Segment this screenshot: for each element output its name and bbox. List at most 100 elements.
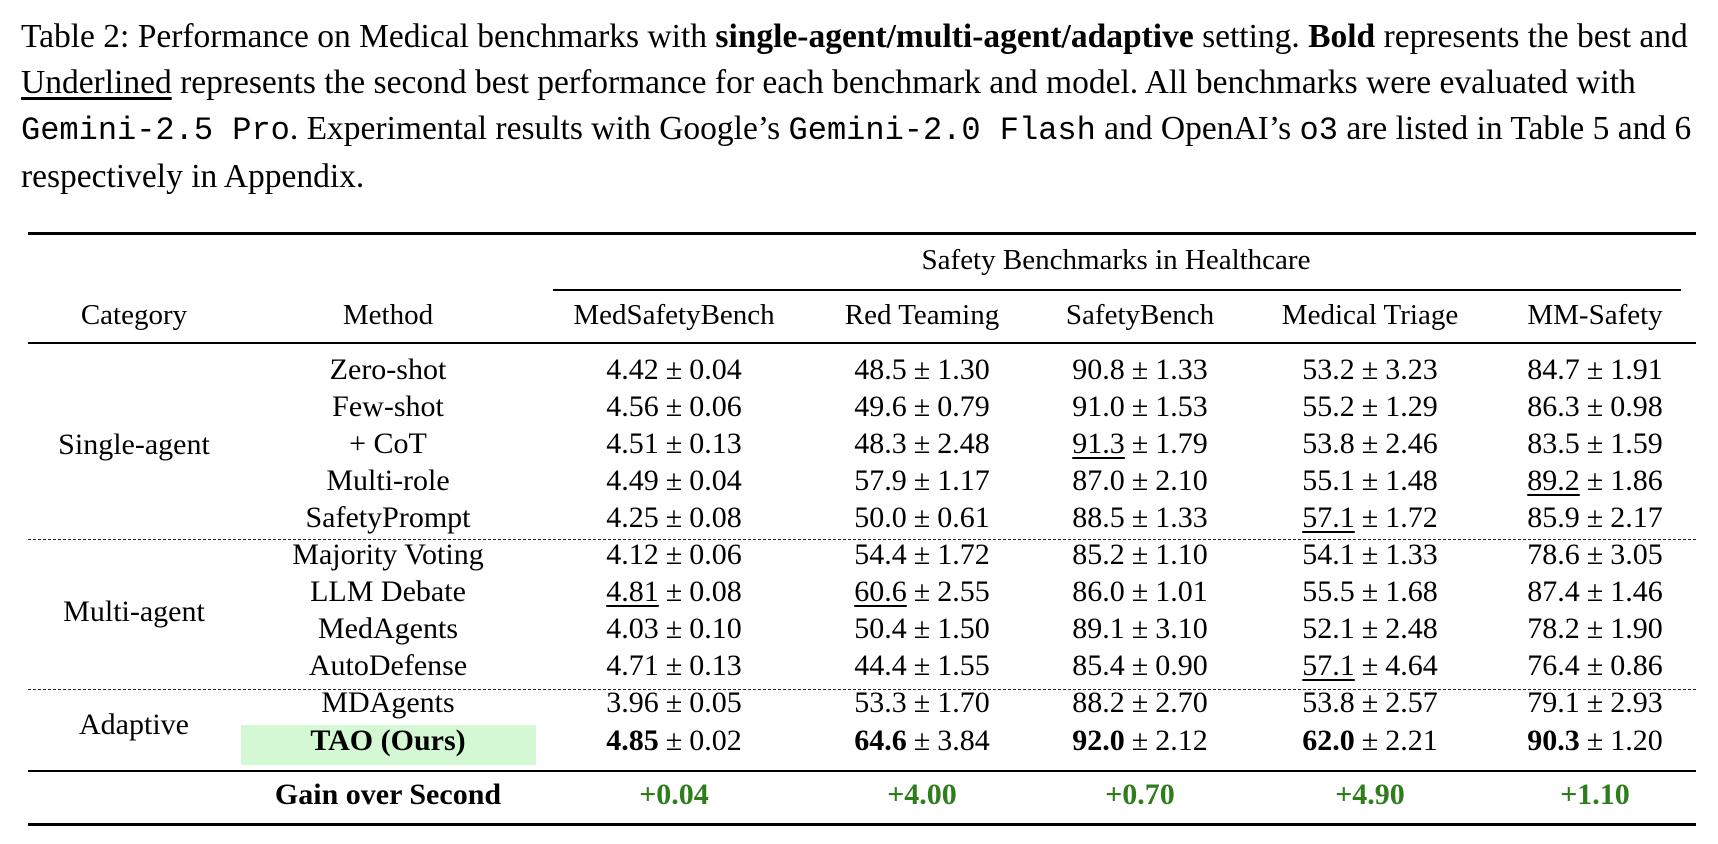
- score-std: 0.04: [689, 353, 742, 386]
- score-std: 1.70: [937, 686, 990, 719]
- score-std: 1.29: [1385, 390, 1438, 423]
- score-mean: 55.1: [1302, 464, 1355, 497]
- plus-minus-sign: ±: [1361, 427, 1379, 460]
- score-mean: 87.4: [1527, 575, 1580, 608]
- score-mean: 84.7: [1527, 353, 1580, 386]
- score-cell: 48.3 ±2.48: [854, 427, 989, 461]
- score-cell: 57.1 ±4.64: [1302, 649, 1437, 683]
- plus-minus-sign: ±: [665, 390, 683, 423]
- score-std: 1.86: [1610, 464, 1663, 497]
- method-name: Zero-shot: [329, 353, 447, 386]
- column-header-safetybench: SafetyBench: [1065, 299, 1215, 331]
- score-mean: 52.1: [1302, 612, 1355, 645]
- plus-minus-sign: ±: [1131, 464, 1149, 497]
- score-std: 1.72: [937, 538, 990, 571]
- method-name: Majority Voting: [292, 538, 484, 571]
- score-cell: 54.4 ±1.72: [854, 538, 989, 572]
- plus-minus-sign: ±: [665, 686, 683, 719]
- score-std: 0.61: [937, 501, 990, 534]
- score-cell: 4.85 ±0.02: [606, 724, 741, 758]
- score-mean: 62.0: [1302, 724, 1355, 757]
- score-std: 2.17: [1610, 501, 1663, 534]
- score-mean: 57.1: [1302, 649, 1355, 682]
- score-std: 3.10: [1155, 612, 1208, 645]
- gain-safetybench: +0.70: [1105, 778, 1175, 811]
- score-cell: 62.0 ±2.21: [1302, 724, 1437, 758]
- plus-minus-sign: ±: [665, 464, 683, 497]
- column-header-red-teaming: Red Teaming: [844, 299, 1000, 331]
- score-std: 0.06: [689, 538, 742, 571]
- score-std: 2.12: [1155, 724, 1208, 757]
- plus-minus-sign: ±: [1586, 538, 1604, 571]
- score-mean: 57.9: [854, 464, 907, 497]
- header-bottom-rule: [28, 342, 1696, 344]
- score-mean: 4.49: [606, 464, 659, 497]
- score-cell: 53.2 ±3.23: [1302, 353, 1437, 387]
- score-mean: 4.12: [606, 538, 659, 571]
- score-mean: 78.6: [1527, 538, 1580, 571]
- score-mean: 91.3: [1072, 427, 1125, 460]
- score-mean: 44.4: [854, 649, 907, 682]
- caption-after-model-main: . Experimental results with Google’s: [289, 110, 789, 147]
- score-std: 3.23: [1385, 353, 1438, 386]
- score-std: 0.13: [689, 427, 742, 460]
- plus-minus-sign: ±: [1361, 649, 1379, 682]
- score-mean: 89.1: [1072, 612, 1125, 645]
- score-mean: 53.3: [854, 686, 907, 719]
- category-adaptive: Adaptive: [79, 708, 189, 741]
- score-cell: 83.5 ±1.59: [1527, 427, 1662, 461]
- score-cell: 4.03 ±0.10: [606, 612, 741, 646]
- score-mean: 79.1: [1527, 686, 1580, 719]
- plus-minus-sign: ±: [1586, 649, 1604, 682]
- caption-after-underlined: represents the second best performance f…: [171, 64, 1636, 101]
- caption-model-main: Gemini-2.5 Pro: [21, 112, 290, 149]
- score-mean: 48.3: [854, 427, 907, 460]
- score-cell: 49.6 ±0.79: [854, 390, 989, 424]
- score-std: 1.33: [1385, 538, 1438, 571]
- plus-minus-sign: ±: [913, 612, 931, 645]
- score-std: 2.21: [1385, 724, 1438, 757]
- score-mean: 90.8: [1072, 353, 1125, 386]
- score-cell: 86.0 ±1.01: [1072, 575, 1207, 609]
- plus-minus-sign: ±: [913, 390, 931, 423]
- plus-minus-sign: ±: [1131, 538, 1149, 571]
- score-mean: 48.5: [854, 353, 907, 386]
- score-mean: 90.3: [1527, 724, 1580, 757]
- plus-minus-sign: ±: [1361, 501, 1379, 534]
- caption-model-flash: Gemini-2.0 Flash: [788, 112, 1096, 149]
- score-mean: 88.5: [1072, 501, 1125, 534]
- method-name: AutoDefense: [308, 649, 468, 682]
- plus-minus-sign: ±: [1131, 612, 1149, 645]
- caption-settings: single-agent/multi-agent/adaptive: [715, 18, 1194, 55]
- score-cell: 54.1 ±1.33: [1302, 538, 1437, 572]
- score-cell: 60.6 ±2.55: [854, 575, 989, 609]
- score-cell: 55.1 ±1.48: [1302, 464, 1437, 498]
- score-std: 1.30: [937, 353, 990, 386]
- plus-minus-sign: ±: [1586, 501, 1604, 534]
- score-cell: 4.12 ±0.06: [606, 538, 741, 572]
- score-mean: 85.2: [1072, 538, 1125, 571]
- score-mean: 92.0: [1072, 724, 1125, 757]
- score-std: 1.17: [937, 464, 990, 497]
- caption-model-o3: o3: [1299, 112, 1338, 149]
- score-std: 3.84: [937, 724, 990, 757]
- score-cell: 50.4 ±1.50: [854, 612, 989, 646]
- method-name: + CoT: [349, 427, 427, 460]
- score-mean: 55.2: [1302, 390, 1355, 423]
- plus-minus-sign: ±: [1131, 649, 1149, 682]
- score-std: 0.90: [1155, 649, 1208, 682]
- plus-minus-sign: ±: [913, 464, 931, 497]
- group-header: Safety Benchmarks in Healthcare: [921, 244, 1311, 276]
- plus-minus-sign: ±: [1131, 724, 1149, 757]
- score-cell: 52.1 ±2.48: [1302, 612, 1437, 646]
- score-mean: 4.81: [606, 575, 659, 608]
- score-cell: 53.8 ±2.57: [1302, 686, 1437, 720]
- plus-minus-sign: ±: [1361, 724, 1379, 757]
- score-cell: 48.5 ±1.30: [854, 353, 989, 387]
- plus-minus-sign: ±: [1586, 464, 1604, 497]
- category-header: Category: [80, 299, 188, 331]
- plus-minus-sign: ±: [1586, 427, 1604, 460]
- score-std: 0.13: [689, 649, 742, 682]
- column-header-medical-triage: Medical Triage: [1281, 299, 1459, 331]
- score-std: 0.05: [689, 686, 742, 719]
